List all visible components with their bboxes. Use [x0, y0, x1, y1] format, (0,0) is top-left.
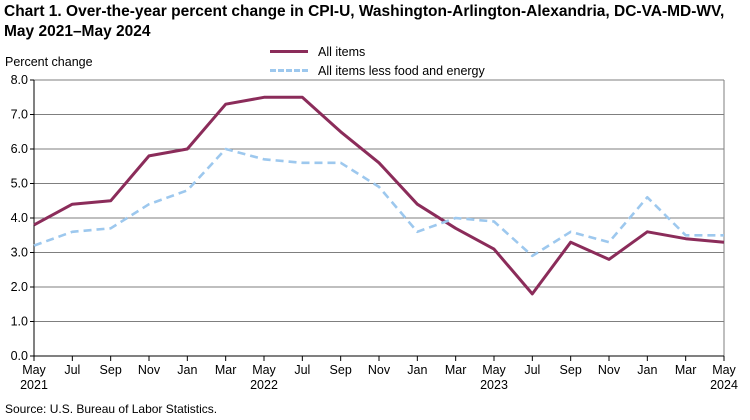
x-tick-label: Jan [407, 363, 427, 377]
x-tick-label: Nov [368, 363, 391, 377]
x-tick-label: May [712, 363, 736, 377]
y-tick-label: 1.0 [11, 315, 28, 329]
y-tick-label: 8.0 [11, 73, 28, 87]
y-tick-label: 0.0 [11, 349, 28, 363]
x-year-label: 2024 [710, 378, 738, 392]
x-tick-label: Sep [560, 363, 582, 377]
x-tick-label: Jan [637, 363, 657, 377]
x-year-label: 2022 [250, 378, 278, 392]
x-tick-label: May [22, 363, 46, 377]
x-tick-label: Mar [215, 363, 237, 377]
y-tick-label: 7.0 [11, 108, 28, 122]
x-tick-label: Jul [294, 363, 310, 377]
x-tick-label: Sep [330, 363, 352, 377]
y-tick-label: 5.0 [11, 177, 28, 191]
y-tick-label: 3.0 [11, 246, 28, 260]
x-tick-label: Nov [138, 363, 161, 377]
x-tick-label: Nov [598, 363, 621, 377]
source-note: Source: U.S. Bureau of Labor Statistics. [5, 402, 217, 416]
x-tick-label: May [252, 363, 276, 377]
x-tick-label: Jul [64, 363, 80, 377]
line-chart: 0.0 1.0 2.0 3.0 4.0 5.0 6.0 7.0 8.0 May Jul Sep Nov J… [0, 0, 750, 420]
x-tick-label: Mar [675, 363, 697, 377]
x-tick-label: Jan [177, 363, 197, 377]
x-tick-label: Jul [524, 363, 540, 377]
y-tick-label: 2.0 [11, 280, 28, 294]
y-tick-label: 4.0 [11, 211, 28, 225]
x-year-label: 2023 [480, 378, 508, 392]
x-tick-label: Mar [445, 363, 467, 377]
x-year-label: 2021 [20, 378, 48, 392]
x-tick-label: Sep [100, 363, 122, 377]
x-tick-label: May [482, 363, 506, 377]
y-tick-label: 6.0 [11, 142, 28, 156]
